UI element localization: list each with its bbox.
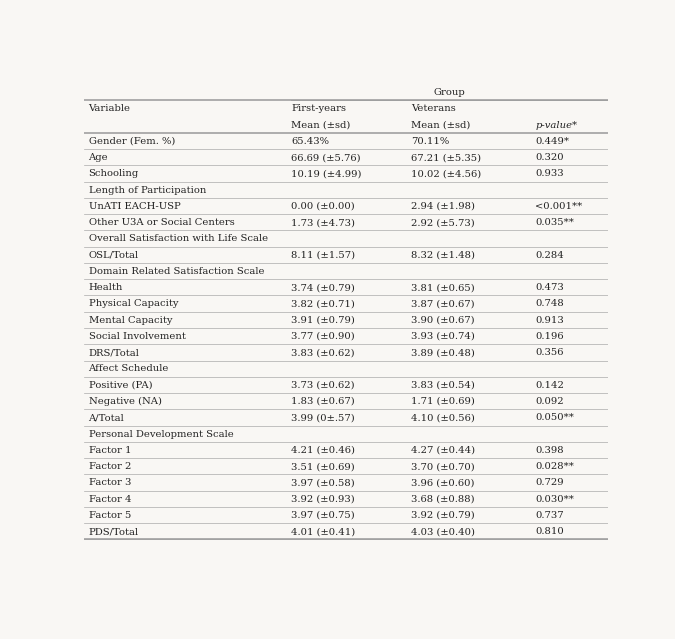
Text: 3.73 (±0.62): 3.73 (±0.62) [291, 381, 354, 390]
Text: 0.196: 0.196 [535, 332, 564, 341]
Text: Factor 1: Factor 1 [88, 446, 131, 455]
Text: Personal Development Scale: Personal Development Scale [88, 429, 234, 438]
Text: 4.10 (±0.56): 4.10 (±0.56) [411, 413, 475, 422]
Text: 10.02 (±4.56): 10.02 (±4.56) [411, 169, 481, 178]
Text: Veterans: Veterans [411, 104, 456, 113]
Text: 0.810: 0.810 [535, 527, 564, 536]
Text: 3.83 (±0.54): 3.83 (±0.54) [411, 381, 475, 390]
Text: 1.73 (±4.73): 1.73 (±4.73) [291, 218, 355, 227]
Text: 3.77 (±0.90): 3.77 (±0.90) [291, 332, 355, 341]
Text: Domain Related Satisfaction Scale: Domain Related Satisfaction Scale [88, 267, 264, 276]
Text: UnATI EACH-USP: UnATI EACH-USP [88, 202, 180, 211]
Text: 0.00 (±0.00): 0.00 (±0.00) [291, 202, 355, 211]
Text: 4.27 (±0.44): 4.27 (±0.44) [411, 446, 475, 455]
Text: 3.99 (0±.57): 3.99 (0±.57) [291, 413, 355, 422]
Text: DRS/Total: DRS/Total [88, 348, 140, 357]
Text: A/Total: A/Total [88, 413, 124, 422]
Text: 0.748: 0.748 [535, 300, 564, 309]
Text: 2.94 (±1.98): 2.94 (±1.98) [411, 202, 475, 211]
Text: 3.92 (±0.93): 3.92 (±0.93) [291, 495, 355, 504]
Text: 3.74 (±0.79): 3.74 (±0.79) [291, 283, 355, 292]
Text: 0.320: 0.320 [535, 153, 564, 162]
Text: 66.69 (±5.76): 66.69 (±5.76) [291, 153, 360, 162]
Text: 0.449*: 0.449* [535, 137, 569, 146]
Text: OSL/Total: OSL/Total [88, 250, 138, 259]
Text: 4.21 (±0.46): 4.21 (±0.46) [291, 446, 355, 455]
Text: 0.284: 0.284 [535, 250, 564, 259]
Text: 1.71 (±0.69): 1.71 (±0.69) [411, 397, 475, 406]
Text: 0.035**: 0.035** [535, 218, 574, 227]
Text: Gender (Fem. %): Gender (Fem. %) [88, 137, 175, 146]
Text: 0.050**: 0.050** [535, 413, 574, 422]
Text: <0.001**: <0.001** [535, 202, 583, 211]
Text: 3.89 (±0.48): 3.89 (±0.48) [411, 348, 475, 357]
Text: 0.473: 0.473 [535, 283, 564, 292]
Text: Age: Age [88, 153, 108, 162]
Text: Overall Satisfaction with Life Scale: Overall Satisfaction with Life Scale [88, 235, 268, 243]
Text: 3.90 (±0.67): 3.90 (±0.67) [411, 316, 475, 325]
Text: Variable: Variable [88, 104, 130, 113]
Text: 3.97 (±0.58): 3.97 (±0.58) [291, 479, 355, 488]
Text: 8.32 (±1.48): 8.32 (±1.48) [411, 250, 475, 259]
Text: 3.92 (±0.79): 3.92 (±0.79) [411, 511, 475, 520]
Text: 0.028**: 0.028** [535, 462, 574, 471]
Text: Other U3A or Social Centers: Other U3A or Social Centers [88, 218, 234, 227]
Text: Physical Capacity: Physical Capacity [88, 300, 178, 309]
Text: Health: Health [88, 283, 123, 292]
Text: Factor 4: Factor 4 [88, 495, 131, 504]
Text: Mean (±sd): Mean (±sd) [411, 121, 470, 130]
Text: 4.03 (±0.40): 4.03 (±0.40) [411, 527, 475, 536]
Text: 3.81 (±0.65): 3.81 (±0.65) [411, 283, 475, 292]
Text: 3.51 (±0.69): 3.51 (±0.69) [291, 462, 355, 471]
Text: PDS/Total: PDS/Total [88, 527, 138, 536]
Text: Factor 2: Factor 2 [88, 462, 131, 471]
Text: Factor 3: Factor 3 [88, 479, 131, 488]
Text: Social Involvement: Social Involvement [88, 332, 186, 341]
Text: 0.933: 0.933 [535, 169, 564, 178]
Text: 0.030**: 0.030** [535, 495, 574, 504]
Text: 3.93 (±0.74): 3.93 (±0.74) [411, 332, 475, 341]
Text: Length of Participation: Length of Participation [88, 185, 206, 195]
Text: 70.11%: 70.11% [411, 137, 450, 146]
Text: Positive (PA): Positive (PA) [88, 381, 152, 390]
Text: 4.01 (±0.41): 4.01 (±0.41) [291, 527, 355, 536]
Text: 0.398: 0.398 [535, 446, 564, 455]
Text: 3.68 (±0.88): 3.68 (±0.88) [411, 495, 475, 504]
Text: Affect Schedule: Affect Schedule [88, 364, 169, 373]
Text: Factor 5: Factor 5 [88, 511, 131, 520]
Text: 3.83 (±0.62): 3.83 (±0.62) [291, 348, 354, 357]
Text: 3.70 (±0.70): 3.70 (±0.70) [411, 462, 475, 471]
Text: 10.19 (±4.99): 10.19 (±4.99) [291, 169, 362, 178]
Text: 3.91 (±0.79): 3.91 (±0.79) [291, 316, 355, 325]
Text: Group: Group [433, 88, 465, 96]
Text: 3.87 (±0.67): 3.87 (±0.67) [411, 300, 475, 309]
Text: 0.737: 0.737 [535, 511, 564, 520]
Text: Mean (±sd): Mean (±sd) [291, 121, 350, 130]
Text: Negative (NA): Negative (NA) [88, 397, 161, 406]
Text: 67.21 (±5.35): 67.21 (±5.35) [411, 153, 481, 162]
Text: 8.11 (±1.57): 8.11 (±1.57) [291, 250, 355, 259]
Text: 0.356: 0.356 [535, 348, 564, 357]
Text: 0.142: 0.142 [535, 381, 564, 390]
Text: 3.97 (±0.75): 3.97 (±0.75) [291, 511, 355, 520]
Text: 3.96 (±0.60): 3.96 (±0.60) [411, 479, 475, 488]
Text: First-years: First-years [291, 104, 346, 113]
Text: p-value*: p-value* [535, 121, 577, 130]
Text: 0.092: 0.092 [535, 397, 564, 406]
Text: 1.83 (±0.67): 1.83 (±0.67) [291, 397, 355, 406]
Text: 0.729: 0.729 [535, 479, 564, 488]
Text: 2.92 (±5.73): 2.92 (±5.73) [411, 218, 475, 227]
Text: 65.43%: 65.43% [291, 137, 329, 146]
Text: 3.82 (±0.71): 3.82 (±0.71) [291, 300, 355, 309]
Text: 0.913: 0.913 [535, 316, 564, 325]
Text: Schooling: Schooling [88, 169, 139, 178]
Text: Mental Capacity: Mental Capacity [88, 316, 172, 325]
